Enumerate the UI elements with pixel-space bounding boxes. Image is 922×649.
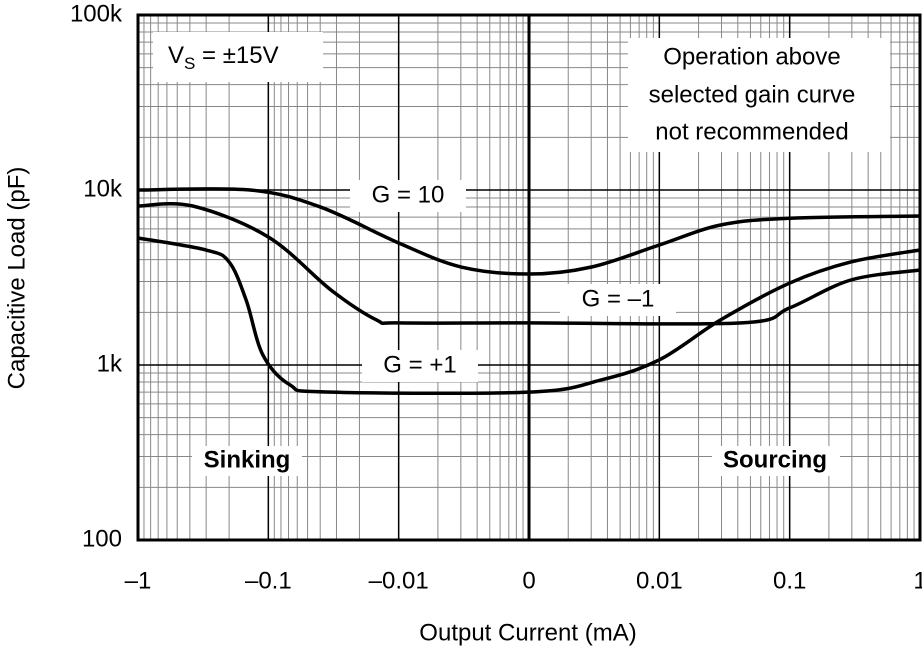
supply-v: V — [168, 42, 184, 69]
x-tick-label: –0.1 — [245, 567, 292, 594]
plot-frame — [136, 13, 922, 542]
y-tick-label: 100 — [82, 525, 122, 552]
series-line — [137, 187, 921, 276]
y-tick-label: 100k — [70, 0, 123, 27]
x-tick-label: 1 — [913, 567, 922, 594]
annotation-bg — [153, 32, 323, 82]
x-axis-title: Output Current (mA) — [419, 619, 636, 646]
annotation-bg — [192, 446, 302, 476]
x-tick-label: 0.1 — [773, 567, 806, 594]
y-tick-label: 10k — [83, 175, 123, 202]
series-line — [137, 236, 921, 396]
x-tick-label: 0.01 — [636, 567, 683, 594]
supply-rest: = ±15V — [195, 42, 278, 69]
y-axis-title: Capacitive Load (pF) — [3, 167, 30, 390]
series-label: G = +1 — [383, 351, 456, 378]
series-line — [137, 201, 921, 326]
supply-annotation: VS = ±15V — [168, 42, 279, 73]
label-bg — [350, 180, 466, 212]
series-label: G = 10 — [372, 181, 445, 208]
sourcing-label: Sourcing — [723, 446, 827, 473]
x-tick-label: 0 — [522, 567, 535, 594]
sinking-label: Sinking — [204, 446, 291, 473]
label-bg — [362, 350, 478, 382]
note-line: Operation above — [663, 43, 840, 70]
x-tick-label: –1 — [125, 567, 152, 594]
supply-sub: S — [184, 54, 195, 73]
note-line: selected gain curve — [649, 81, 856, 108]
label-bg — [560, 284, 676, 316]
y-tick-label: 1k — [97, 350, 123, 377]
series-label: G = –1 — [582, 285, 655, 312]
note-line: not recommended — [655, 118, 848, 145]
x-tick-label: –0.01 — [369, 567, 429, 594]
annotation-bg — [712, 446, 840, 476]
annotation-bg — [628, 38, 890, 152]
